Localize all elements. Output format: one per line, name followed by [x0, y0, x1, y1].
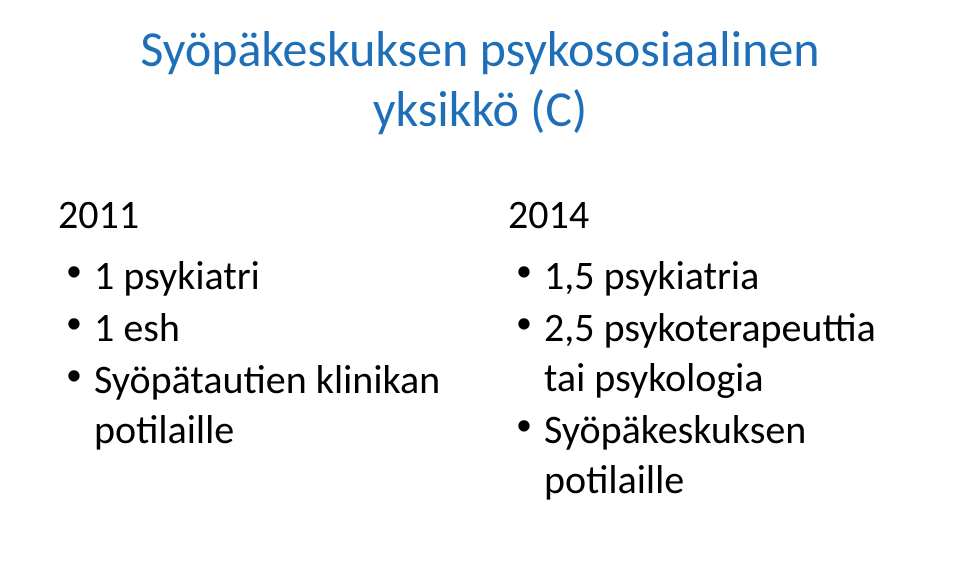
list-item: 1,5 psykiatria: [508, 251, 910, 301]
columns-container: 2011 1 psykiatri 1 esh Syöpätautien klin…: [50, 190, 910, 507]
slide-title: Syöpäkeskuksen psykososiaalinen yksikkö …: [50, 20, 910, 140]
list-item: 1 psykiatri: [58, 251, 460, 301]
right-year: 2014: [508, 190, 910, 239]
list-item: 2,5 psykoterapeuttia tai psykologia: [508, 303, 910, 403]
right-column: 2014 1,5 psykiatria 2,5 psykoterapeuttia…: [500, 190, 910, 507]
list-item: Syöpäkeskuksen potilaille: [508, 405, 910, 505]
left-list: 1 psykiatri 1 esh Syöpätautien klinikan …: [50, 251, 460, 455]
title-line-1: Syöpäkeskuksen psykososiaalinen: [140, 19, 819, 80]
left-column: 2011 1 psykiatri 1 esh Syöpätautien klin…: [50, 190, 460, 507]
right-list: 1,5 psykiatria 2,5 psykoterapeuttia tai …: [500, 251, 910, 505]
list-item: Syöpätautien klinikan potilaille: [58, 355, 460, 455]
title-line-2: yksikkö (C): [373, 79, 587, 140]
list-item: 1 esh: [58, 303, 460, 353]
left-year: 2011: [58, 190, 460, 239]
